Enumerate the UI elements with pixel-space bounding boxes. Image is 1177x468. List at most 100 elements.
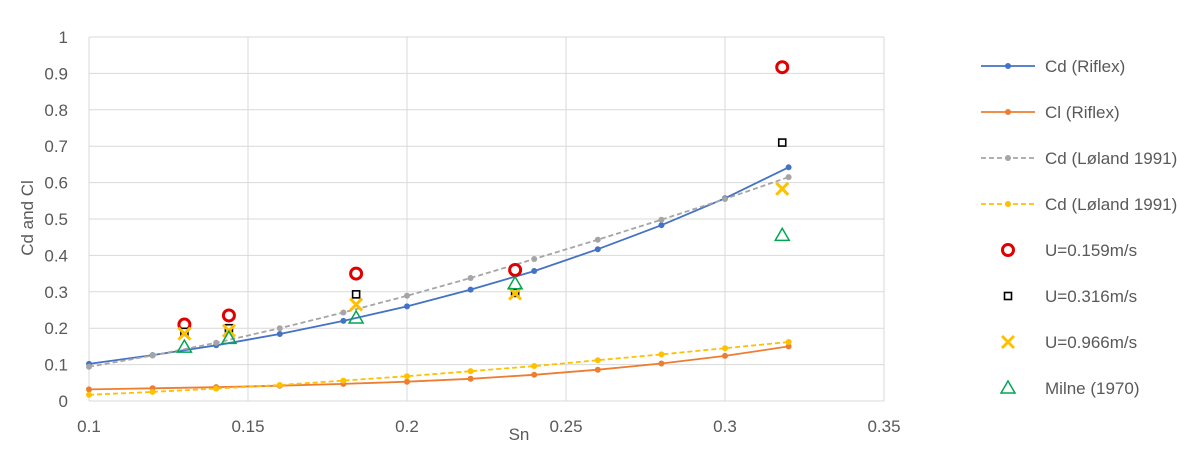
y-tick-label: 0.4 [44, 246, 68, 265]
legend-item: Cd (Løland 1991) [981, 149, 1177, 168]
y-tick-label: 0 [59, 392, 68, 411]
data-point [467, 286, 474, 293]
legend-item: U=0.966m/s [1000, 333, 1137, 352]
data-point [594, 357, 601, 364]
legend-marker [1005, 109, 1011, 115]
y-tick-label: 0.3 [44, 283, 68, 302]
legend-item: U=0.159m/s [1001, 241, 1137, 260]
x-tick-label: 0.3 [713, 417, 737, 436]
legend-item: Cd (Løland 1991) [981, 195, 1177, 214]
y-tick-label: 0.1 [44, 356, 68, 375]
data-point [347, 309, 365, 324]
data-point [404, 303, 410, 310]
series-line [88, 345, 789, 391]
data-point [594, 236, 601, 243]
y-tick-label: 0.8 [44, 101, 68, 120]
data-point [276, 381, 283, 388]
data-point [722, 345, 728, 352]
data-point [349, 266, 364, 281]
legend-label: U=0.316m/s [1045, 287, 1137, 306]
legend-label: Cd (Løland 1991) [1045, 195, 1177, 214]
legend: Cd (Riflex) Cl (Riflex) Cd (Løland 1991) Cd… [981, 57, 1177, 398]
data-point [531, 371, 538, 378]
x-tick-label: 0.15 [231, 417, 264, 436]
data-point [86, 363, 92, 370]
series-4 [177, 60, 790, 332]
data-point [785, 174, 792, 181]
data-point [404, 292, 410, 299]
series-3 [86, 339, 792, 398]
y-tick-label: 0.2 [44, 319, 68, 338]
data-point [149, 388, 156, 395]
data-point [340, 317, 347, 324]
legend-marker [1001, 243, 1015, 257]
data-point [773, 226, 791, 242]
data-point [149, 352, 156, 359]
legend-marker [1000, 334, 1016, 350]
legend-label: U=0.966m/s [1045, 333, 1137, 352]
series-line [88, 166, 789, 365]
data-point [777, 138, 787, 147]
series-line [88, 341, 789, 396]
data-point [658, 351, 665, 358]
legend-marker [1005, 63, 1011, 69]
data-point [785, 343, 792, 350]
tick-labels: 0 0.1 0.2 0.3 0.4 0.5 0.6 0.7 0.8 0.9 1 0.1 0.15 0.2 0… [44, 28, 900, 436]
data-point [276, 331, 283, 338]
y-tick-label: 0.5 [44, 210, 68, 229]
x-tick-label: 0.25 [549, 417, 582, 436]
series-6 [177, 181, 790, 341]
series-line [88, 176, 789, 368]
data-point [86, 391, 92, 398]
legend-marker [1005, 155, 1011, 161]
data-point [531, 256, 538, 263]
data-point [404, 373, 410, 380]
data-point [349, 297, 364, 312]
series-1 [86, 343, 792, 393]
grid [88, 36, 885, 402]
legend-marker [1005, 201, 1011, 207]
legend-item: U=0.316m/s [1003, 287, 1137, 306]
data-point [340, 377, 347, 384]
data-point [177, 326, 192, 341]
data-point [531, 268, 538, 275]
data-point [176, 338, 193, 353]
data-point [213, 339, 220, 346]
data-point [594, 246, 601, 253]
data-point [220, 329, 238, 345]
data-point [658, 222, 665, 229]
x-tick-label: 0.35 [867, 417, 900, 436]
x-tick-label: 0.1 [77, 417, 101, 436]
data-point [785, 339, 792, 346]
data-point [775, 60, 790, 75]
legend-label: Cl (Riflex) [1045, 103, 1120, 122]
legend-marker [1003, 291, 1013, 301]
data-point [467, 274, 474, 281]
data-point [722, 195, 728, 202]
data-point [213, 385, 220, 392]
data-point [340, 309, 347, 316]
series-0 [86, 164, 792, 367]
legend-item: Milne (1970) [999, 379, 1140, 398]
y-tick-label: 0.7 [44, 137, 68, 156]
series-5 [180, 138, 787, 337]
x-axis-title: Sn [509, 425, 530, 444]
y-tick-label: 0.9 [44, 64, 68, 83]
y-tick-label: 1 [59, 28, 68, 47]
data-point [467, 375, 474, 382]
data-point [404, 378, 410, 385]
data-point [86, 386, 92, 393]
legend-label: Milne (1970) [1045, 379, 1140, 398]
data-point [508, 262, 523, 277]
x-tick-label: 0.2 [395, 417, 419, 436]
legend-item: Cd (Riflex) [981, 57, 1125, 76]
legend-label: Cd (Riflex) [1045, 57, 1125, 76]
y-axis-title: Cd and Cl [18, 180, 37, 256]
data-point [276, 325, 283, 332]
data-point [722, 352, 728, 359]
data-point [506, 275, 524, 290]
data-point [467, 368, 474, 375]
data-point [658, 360, 665, 367]
